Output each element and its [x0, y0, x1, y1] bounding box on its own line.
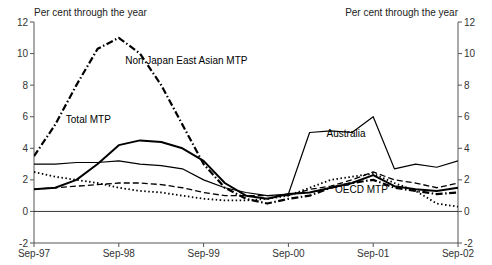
x-tick	[373, 243, 374, 247]
plot-area	[34, 38, 458, 212]
x-tick-label: Sep-98	[103, 248, 136, 259]
annotation: Total MTP	[66, 114, 111, 125]
x-tick	[118, 243, 119, 247]
y-tick-label: 4	[22, 143, 28, 154]
y2-tick	[458, 148, 462, 149]
y2-tick-label: 10	[464, 48, 476, 59]
y-tick	[30, 179, 34, 180]
y2-tick-label: 0	[464, 206, 470, 217]
x-tick	[203, 243, 204, 247]
y2-tick-label: 2	[464, 174, 470, 185]
y-tick	[30, 148, 34, 149]
series-line	[34, 38, 458, 204]
y2-axis-label: Per cent through the year	[345, 7, 459, 18]
y2-tick	[458, 116, 462, 117]
y-tick-label: 6	[22, 111, 28, 122]
y2-tick	[458, 22, 462, 23]
y2-axis-line	[458, 22, 459, 243]
y2-tick	[458, 85, 462, 86]
y-tick-label: -2	[19, 238, 28, 249]
x-axis-line	[34, 243, 458, 244]
y2-tick	[458, 53, 462, 54]
y-tick	[30, 211, 34, 212]
chart: -2 0 2 4 6 8 10 12 -2 0 2 4 6 8 10 12 Sep-97 Sep-98 Sep-99…	[0, 0, 492, 265]
y-tick	[30, 116, 34, 117]
series-line	[34, 140, 458, 198]
x-tick-label: Sep-01	[357, 248, 390, 259]
y-tick-label: 10	[17, 48, 29, 59]
annotation: OECD MTP	[335, 184, 388, 195]
y-tick	[30, 22, 34, 23]
y-tick	[30, 243, 34, 244]
y2-tick	[458, 211, 462, 212]
y-tick-label: 8	[22, 80, 28, 91]
x-tick	[458, 243, 459, 247]
y-tick-label: 0	[22, 206, 28, 217]
y2-tick-label: 6	[464, 111, 470, 122]
y2-tick	[458, 179, 462, 180]
series-line	[34, 172, 458, 207]
y-axis-label: Per cent through the year	[34, 7, 148, 18]
series-line	[34, 172, 458, 196]
x-tick	[288, 243, 289, 247]
x-tick-label: Sep-02	[442, 248, 475, 259]
y-tick	[30, 53, 34, 54]
x-tick	[34, 243, 35, 247]
y-tick-label: 2	[22, 174, 28, 185]
y-tick-label: 12	[17, 17, 29, 28]
annotation: Non Japan East Asian MTP	[125, 55, 248, 66]
y2-tick-label: 8	[464, 80, 470, 91]
y-tick	[30, 85, 34, 86]
y2-tick-label: 4	[464, 143, 470, 154]
y2-tick	[458, 243, 462, 244]
x-tick-label: Sep-00	[272, 248, 305, 259]
y2-tick-label: -2	[464, 238, 473, 249]
zero-line	[34, 211, 458, 212]
annotation: Australia	[327, 128, 366, 139]
y-axis-line	[34, 22, 35, 243]
x-tick-label: Sep-97	[18, 248, 51, 259]
x-tick-label: Sep-99	[187, 248, 220, 259]
y2-tick-label: 12	[464, 17, 476, 28]
